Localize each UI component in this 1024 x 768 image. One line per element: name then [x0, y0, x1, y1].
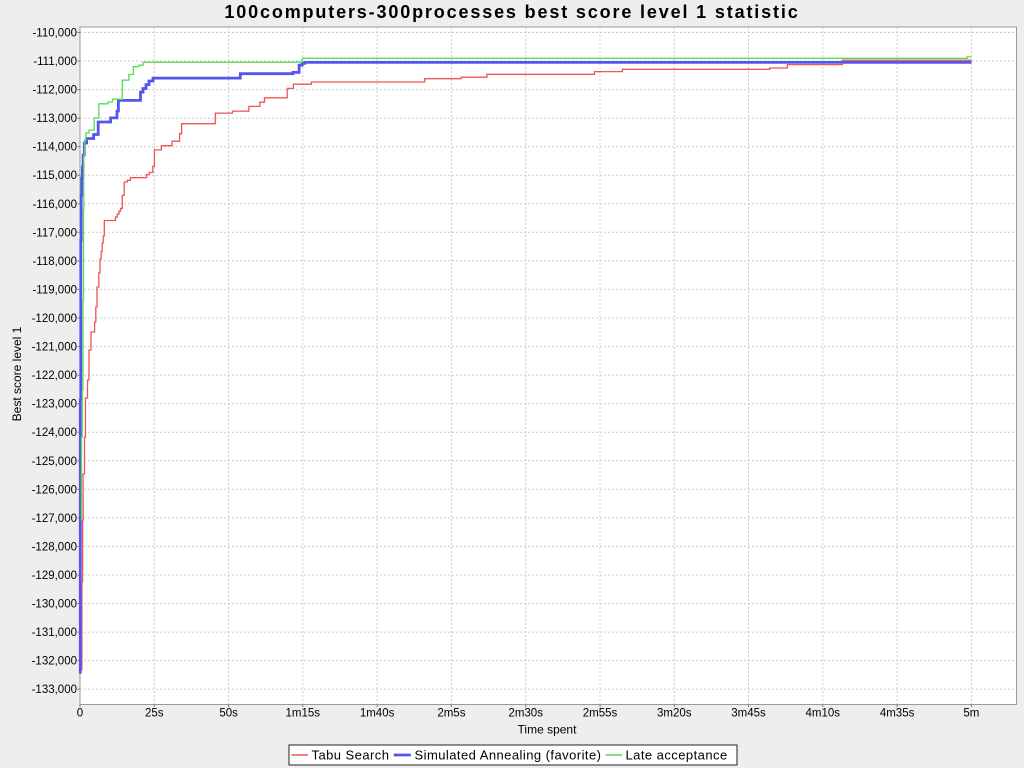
svg-text:Late acceptance: Late acceptance: [626, 748, 728, 763]
svg-text:-131,000: -131,000: [32, 627, 77, 639]
svg-text:2m30s: 2m30s: [508, 708, 543, 720]
svg-text:Simulated Annealing (favorite): Simulated Annealing (favorite): [415, 748, 602, 763]
svg-text:-114,000: -114,000: [32, 142, 77, 154]
svg-text:-124,000: -124,000: [32, 427, 77, 439]
svg-text:-120,000: -120,000: [32, 313, 77, 325]
svg-text:Time spent: Time spent: [518, 723, 578, 737]
svg-text:25s: 25s: [145, 708, 164, 720]
svg-text:3m20s: 3m20s: [657, 708, 692, 720]
svg-text:0: 0: [77, 708, 83, 720]
svg-text:-112,000: -112,000: [32, 85, 77, 97]
svg-text:1m15s: 1m15s: [286, 708, 321, 720]
svg-text:-130,000: -130,000: [32, 599, 77, 611]
svg-text:4m35s: 4m35s: [880, 708, 915, 720]
svg-text:-121,000: -121,000: [32, 342, 77, 354]
svg-text:-133,000: -133,000: [32, 684, 77, 696]
svg-text:-115,000: -115,000: [32, 170, 77, 182]
svg-text:-118,000: -118,000: [32, 256, 77, 268]
svg-text:-113,000: -113,000: [32, 113, 77, 125]
svg-text:-119,000: -119,000: [32, 284, 77, 296]
svg-text:-129,000: -129,000: [32, 570, 77, 582]
svg-text:1m40s: 1m40s: [360, 708, 395, 720]
svg-text:3m45s: 3m45s: [731, 708, 766, 720]
svg-text:2m55s: 2m55s: [583, 708, 618, 720]
svg-text:-125,000: -125,000: [32, 456, 77, 468]
svg-text:-110,000: -110,000: [32, 28, 77, 40]
svg-text:100computers-300processes best: 100computers-300processes best score lev…: [224, 2, 799, 22]
svg-text:Best score level 1: Best score level 1: [10, 326, 24, 421]
svg-text:4m10s: 4m10s: [806, 708, 841, 720]
svg-text:-116,000: -116,000: [32, 199, 77, 211]
svg-text:-117,000: -117,000: [32, 227, 77, 239]
svg-text:-111,000: -111,000: [33, 56, 77, 68]
svg-text:50s: 50s: [219, 708, 238, 720]
svg-text:-132,000: -132,000: [32, 656, 77, 668]
svg-text:-127,000: -127,000: [32, 513, 77, 525]
svg-text:-128,000: -128,000: [32, 541, 77, 553]
svg-text:-126,000: -126,000: [32, 484, 77, 496]
svg-text:2m5s: 2m5s: [437, 708, 465, 720]
svg-text:Tabu Search: Tabu Search: [312, 748, 390, 763]
svg-text:5m: 5m: [963, 708, 979, 720]
svg-text:-123,000: -123,000: [32, 399, 77, 411]
svg-text:-122,000: -122,000: [32, 370, 77, 382]
